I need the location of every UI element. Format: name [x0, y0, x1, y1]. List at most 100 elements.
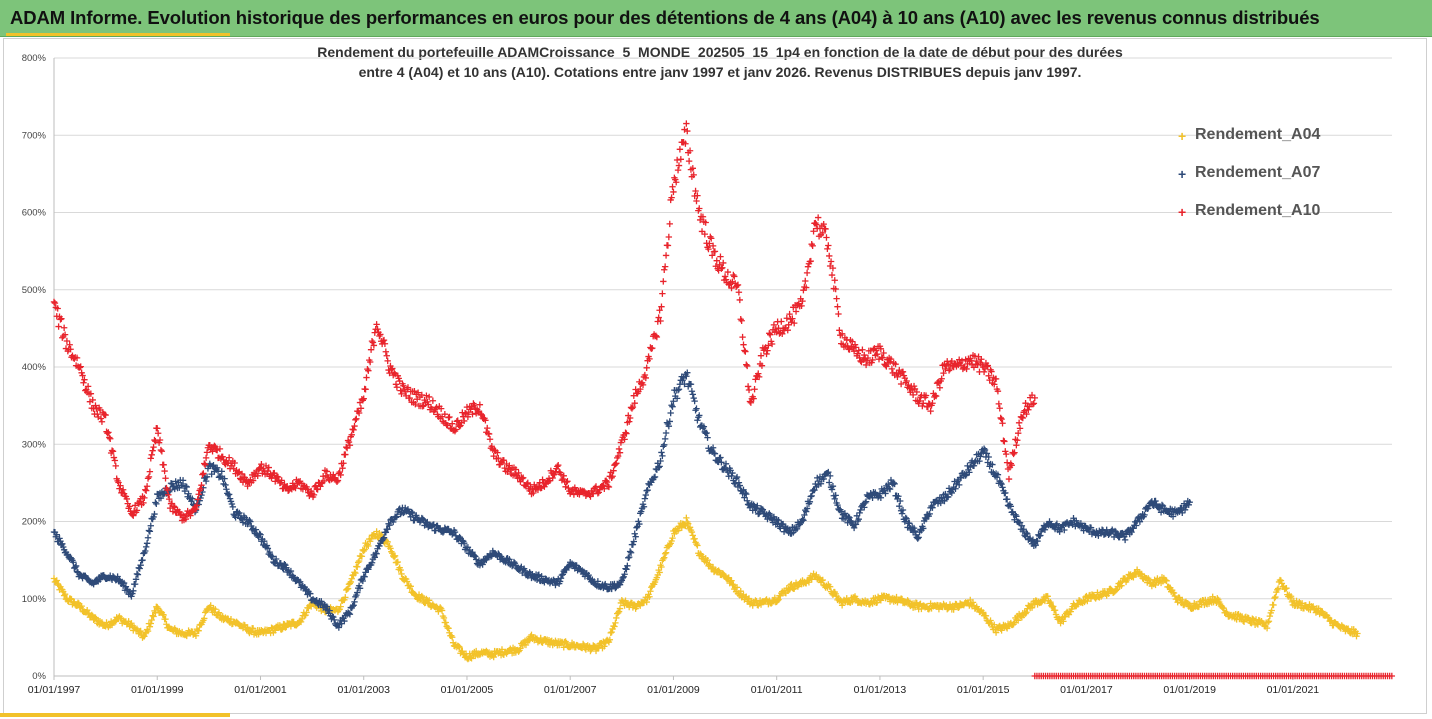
a10-point	[836, 327, 843, 334]
a10-point	[106, 434, 113, 441]
a10-point	[742, 348, 749, 355]
legend-label-a10: Rendement_A10	[1195, 202, 1321, 219]
a10-point	[142, 486, 149, 493]
a10-point	[152, 438, 159, 445]
a07-point	[861, 499, 869, 507]
a10-point	[133, 507, 141, 514]
a07-point	[799, 516, 806, 523]
a07-point	[439, 529, 447, 536]
a10-point	[823, 234, 830, 241]
a10-point	[784, 326, 791, 334]
a04-point	[611, 623, 618, 630]
a10-point	[342, 451, 349, 458]
a10-point	[231, 459, 238, 467]
a07-point	[658, 449, 665, 456]
a07-point	[675, 386, 683, 393]
a04-point	[658, 563, 665, 571]
a07-point	[1136, 518, 1144, 525]
a10-point	[825, 242, 832, 249]
a04-point	[1028, 604, 1036, 611]
a10-point	[887, 355, 895, 363]
a10-point	[304, 486, 311, 493]
a07-point	[346, 611, 354, 618]
a07-point	[386, 522, 393, 529]
a10-point	[570, 491, 578, 498]
a10-point	[193, 502, 201, 509]
a10-point	[555, 461, 562, 469]
a04-point	[819, 576, 826, 584]
a04-point	[969, 599, 977, 606]
a04-point	[595, 644, 602, 651]
a04-point	[728, 577, 735, 584]
a10-point	[58, 315, 65, 322]
a04-point	[662, 549, 670, 556]
a04-point	[1220, 605, 1227, 612]
a10-point	[656, 307, 663, 314]
a04-point	[403, 578, 411, 585]
a07-point	[855, 515, 862, 523]
a10-point	[154, 430, 162, 437]
x-tick-label: 01/01/2013	[854, 684, 907, 696]
a10-point	[685, 157, 693, 165]
a07-point	[56, 535, 63, 542]
a04-point	[141, 633, 148, 640]
a07-point	[820, 475, 827, 483]
a10-point	[783, 315, 791, 322]
a10-point	[539, 476, 546, 483]
a10-point	[747, 399, 755, 406]
a10-point	[621, 436, 628, 443]
a04-point	[1051, 607, 1059, 614]
a07-point	[711, 450, 719, 457]
y-tick-label: 100%	[22, 594, 47, 605]
a10-point	[997, 414, 1004, 422]
a10-point	[592, 483, 600, 490]
a07-point	[668, 402, 675, 409]
a10-point	[693, 197, 700, 205]
a10-point	[932, 392, 940, 400]
a07-point	[559, 571, 567, 578]
a07-point	[693, 405, 700, 412]
a07-point	[826, 479, 833, 486]
a10-point	[623, 430, 630, 437]
a10-point	[117, 482, 124, 489]
a07-point	[128, 593, 135, 600]
legend-marker-a07: +	[1178, 166, 1187, 182]
a10-point	[105, 429, 112, 436]
a10-point	[225, 454, 233, 461]
a07-point	[980, 445, 988, 452]
a07-point	[829, 482, 837, 490]
a10-point	[739, 333, 746, 341]
a10-point	[482, 417, 489, 424]
a10-point	[708, 252, 716, 259]
a07-point	[456, 533, 463, 541]
a10-point	[194, 496, 201, 503]
a10-point	[938, 375, 945, 382]
a07-point	[989, 461, 996, 468]
a10-point	[61, 331, 69, 338]
a04-point	[456, 644, 463, 651]
a04-point	[61, 590, 69, 598]
a07-point	[152, 499, 159, 506]
a10-point	[187, 512, 194, 519]
a10-point	[357, 405, 365, 412]
a07-point	[136, 565, 143, 572]
a07-point	[137, 562, 144, 569]
a10-point	[241, 474, 249, 481]
a10-point	[382, 348, 390, 355]
a10-point	[81, 376, 88, 383]
a10-point	[565, 484, 572, 492]
a10-point	[339, 464, 346, 472]
a04-point	[287, 623, 295, 630]
a10-point	[377, 331, 384, 338]
a10-point	[812, 219, 819, 227]
a10-point	[351, 422, 358, 430]
a10-point	[992, 375, 1000, 383]
a10-point	[615, 445, 623, 453]
a04-point	[355, 557, 363, 565]
a10-point	[94, 410, 101, 418]
a07-point	[296, 578, 304, 585]
a07-point	[642, 491, 649, 499]
a10-point	[337, 471, 344, 479]
a07-point	[895, 493, 902, 500]
